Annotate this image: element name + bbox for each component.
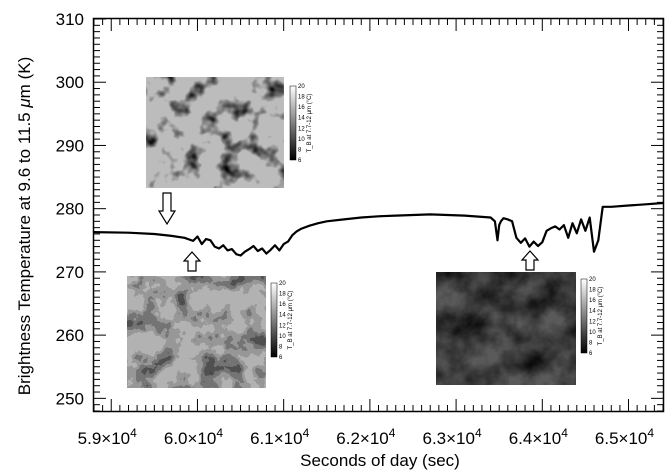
colorbar (289, 85, 297, 161)
colorbar-tick-label: 6 (298, 158, 302, 164)
y-tick-label: 270 (56, 263, 84, 282)
colorbar-tick-label: 14 (298, 116, 305, 122)
plot-frame (92, 17, 665, 413)
down-arrow-icon (157, 192, 177, 226)
y-tick-label: 280 (56, 200, 84, 219)
y-tick-label: 310 (56, 10, 84, 29)
colorbar (580, 278, 588, 354)
colorbar-tick-label: 8 (298, 147, 302, 153)
colorbar-tick-label: 16 (298, 105, 305, 111)
up-arrow-icon (182, 251, 202, 272)
colorbar-tick-label: 6 (279, 355, 283, 361)
colorbar-tick-label: 20 (279, 281, 286, 287)
colorbar-label: T_B at 7.7-12 μm (°C) (288, 291, 294, 350)
inset-image-3: 20 18 16 14 12 10 8 6 T_B at 7.7-12 μm (°C) (436, 272, 604, 385)
x-tick-label: 6.5×104 (595, 426, 654, 448)
colorbar-tick-label: 10 (279, 334, 286, 340)
x-tick-label: 5.9×104 (78, 426, 137, 448)
colorbar-tick-label: 12 (279, 323, 286, 329)
colorbar-tick-label: 16 (589, 298, 596, 304)
x-tick-label: 6.2×104 (336, 426, 395, 448)
inset-image-1: 20 18 16 14 12 10 8 6 T_B at 7.7-12 μm (°C) (146, 77, 313, 188)
axis-ticks (93, 18, 664, 412)
colorbar-tick-label: 12 (298, 126, 305, 132)
colorbar-label: T_B at 7.7-12 μm (°C) (307, 94, 313, 153)
y-tick-labels: 250 260 270 280 290 300 310 (56, 10, 84, 408)
series-line (93, 201, 664, 257)
up-arrow-icon (520, 250, 540, 271)
colorbar-tick-label: 16 (279, 302, 286, 308)
colorbar-tick-label: 14 (589, 309, 596, 315)
x-tick-label: 6.0×104 (164, 426, 223, 448)
colorbar-tick-label: 6 (589, 351, 593, 357)
x-tick-label: 6.3×104 (423, 426, 482, 448)
x-tick-label: 6.1×104 (250, 426, 309, 448)
colorbar-tick-label: 10 (298, 137, 305, 143)
colorbar-tick-label: 8 (589, 340, 593, 346)
y-tick-label: 250 (56, 389, 84, 408)
colorbar-tick-label: 20 (298, 84, 305, 90)
colorbar-tick-label: 20 (589, 277, 596, 283)
inset-colorbar-1: 20 18 16 14 12 10 8 6 T_B at 7.7-12 μm (°C) (289, 84, 313, 164)
inset-colorbar-3: 20 18 16 14 12 10 8 6 T_B at 7.7-12 μm (°C) (580, 277, 604, 357)
x-tick-label: 6.4×104 (509, 426, 568, 448)
x-tick-labels: 5.9×104 6.0×104 6.1×104 6.2×104 6.3×104 6.4×1… (78, 426, 655, 448)
colorbar-tick-label: 18 (589, 288, 596, 294)
colorbar (270, 282, 278, 358)
colorbar-tick-label: 10 (589, 330, 596, 336)
colorbar-tick-label: 18 (298, 95, 305, 101)
inset-colorbar-2: 20 18 16 14 12 10 8 6 T_B at 7.7-12 μm (°C) (270, 281, 294, 361)
colorbar-tick-label: 12 (589, 319, 596, 325)
y-tick-label: 260 (56, 326, 84, 345)
inset-image-2: 20 18 16 14 12 10 8 6 T_B at 7.7-12 μm (°C) (127, 276, 294, 388)
y-tick-label: 300 (56, 73, 84, 92)
y-axis-title: Brightness Temperature at 9.6 to 11.5 μm… (15, 57, 34, 395)
colorbar-tick-label: 14 (279, 313, 286, 319)
colorbar-tick-label: 18 (279, 292, 286, 298)
colorbar-label: T_B at 7.7-12 μm (°C) (598, 287, 604, 346)
x-axis-title: Seconds of day (sec) (300, 451, 460, 470)
y-tick-label: 290 (56, 136, 84, 155)
colorbar-tick-label: 8 (279, 344, 283, 350)
